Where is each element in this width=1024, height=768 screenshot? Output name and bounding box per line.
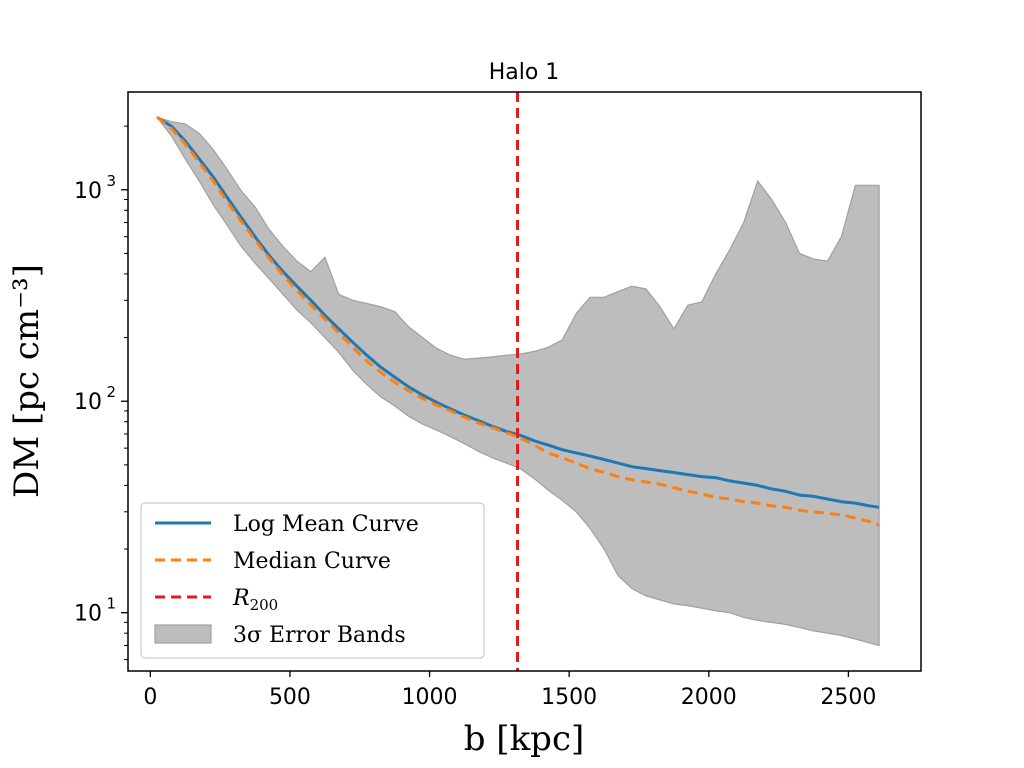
y-tick-exponent: 2	[106, 383, 116, 401]
y-tick-exponent: 1	[106, 595, 116, 613]
x-tick-label: 500	[269, 685, 311, 710]
x-tick-label: 1000	[402, 685, 458, 710]
y-tick-base: 10	[74, 390, 102, 415]
y-tick-label: 10	[74, 179, 102, 204]
plot-area	[155, 92, 880, 671]
legend-label-median: Median Curve	[233, 549, 391, 574]
legend: Log Mean Curve Median Curve R200 3σ Error B…	[140, 502, 485, 659]
y-tick-label: 10	[74, 602, 102, 627]
legend-label-mean: Log Mean Curve	[233, 512, 419, 537]
x-tick-label: 2000	[681, 685, 737, 710]
y-tick-base: 10	[74, 602, 102, 627]
legend-label-r200: R200	[232, 586, 278, 614]
legend-swatch-band	[154, 624, 212, 644]
x-axis: 0 500 1000 1500 2000 2500	[143, 671, 876, 710]
y-tick-exponent: 3	[106, 172, 116, 190]
y-tick-base: 10	[74, 179, 102, 204]
mean-curve	[156, 116, 880, 509]
x-axis-label: b [kpc]	[464, 719, 585, 759]
legend-label-band: 3σ Error Bands	[233, 623, 406, 648]
y-axis-label: DM [pc cm⁻³]	[7, 264, 47, 498]
median-curve	[156, 116, 880, 527]
x-tick-label: 2500	[820, 685, 876, 710]
chart-title: Halo 1	[489, 60, 560, 85]
legend-box	[140, 502, 485, 659]
plot-frame	[127, 91, 922, 672]
y-tick-label: 10	[74, 390, 102, 415]
x-tick-label: 1500	[541, 685, 597, 710]
x-tick-label: 0	[143, 685, 157, 710]
